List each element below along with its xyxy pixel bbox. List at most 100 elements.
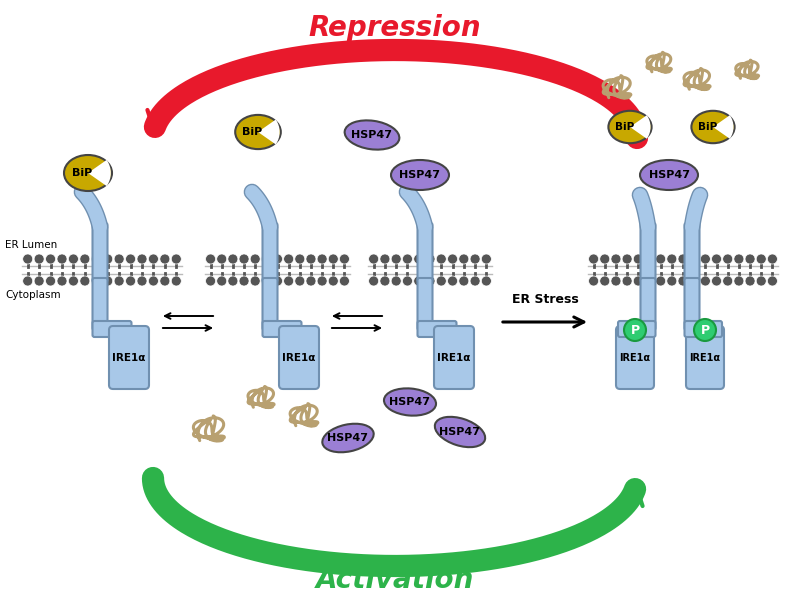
Circle shape (667, 276, 677, 286)
Circle shape (228, 276, 238, 286)
FancyBboxPatch shape (641, 223, 655, 282)
FancyBboxPatch shape (434, 326, 474, 389)
FancyBboxPatch shape (418, 223, 433, 282)
Circle shape (328, 276, 338, 286)
FancyBboxPatch shape (93, 321, 131, 337)
Circle shape (80, 254, 90, 264)
Circle shape (700, 276, 710, 286)
Circle shape (206, 276, 215, 286)
Wedge shape (88, 160, 110, 186)
Text: BiP: BiP (72, 168, 92, 178)
Circle shape (756, 276, 766, 286)
FancyBboxPatch shape (641, 278, 655, 330)
Circle shape (295, 276, 305, 286)
Text: HSP47: HSP47 (439, 427, 481, 437)
Text: BiP: BiP (698, 122, 718, 132)
Circle shape (114, 276, 124, 286)
Circle shape (447, 276, 458, 286)
Circle shape (34, 254, 44, 264)
Circle shape (369, 276, 378, 286)
Bar (368, 264, 492, 276)
Circle shape (694, 319, 716, 341)
Circle shape (767, 276, 778, 286)
Circle shape (171, 254, 182, 264)
Circle shape (624, 319, 646, 341)
Circle shape (239, 254, 249, 264)
Wedge shape (630, 115, 650, 139)
Text: IRE1α: IRE1α (690, 353, 721, 363)
Circle shape (46, 254, 55, 264)
Text: IRE1α: IRE1α (619, 353, 650, 363)
Circle shape (667, 254, 677, 264)
Circle shape (262, 276, 271, 286)
Circle shape (634, 276, 643, 286)
Circle shape (402, 276, 413, 286)
Circle shape (402, 254, 413, 264)
Circle shape (57, 254, 67, 264)
Wedge shape (713, 115, 734, 139)
FancyBboxPatch shape (262, 321, 302, 337)
Bar (22, 264, 182, 276)
FancyBboxPatch shape (262, 278, 278, 330)
Text: IRE1α: IRE1α (438, 353, 470, 363)
Circle shape (722, 254, 733, 264)
Circle shape (689, 276, 699, 286)
Circle shape (767, 254, 778, 264)
Text: Cytoplasm: Cytoplasm (5, 290, 61, 300)
Circle shape (645, 276, 654, 286)
Circle shape (160, 276, 170, 286)
Circle shape (102, 276, 113, 286)
Circle shape (306, 254, 316, 264)
Wedge shape (258, 119, 280, 145)
Text: HSP47: HSP47 (327, 433, 369, 443)
FancyBboxPatch shape (616, 326, 654, 389)
Circle shape (273, 276, 282, 286)
Circle shape (171, 276, 182, 286)
FancyBboxPatch shape (618, 321, 655, 337)
Circle shape (328, 254, 338, 264)
Circle shape (380, 254, 390, 264)
Circle shape (745, 254, 755, 264)
Circle shape (622, 254, 632, 264)
Ellipse shape (235, 115, 281, 149)
Text: IRE1α: IRE1α (282, 353, 316, 363)
Circle shape (622, 276, 632, 286)
FancyBboxPatch shape (93, 223, 107, 282)
Circle shape (745, 276, 755, 286)
Text: HSP47: HSP47 (649, 170, 690, 180)
Ellipse shape (64, 155, 112, 191)
Bar (285, 323, 295, 337)
Circle shape (149, 276, 158, 286)
Circle shape (317, 276, 327, 286)
Bar (205, 264, 350, 276)
FancyBboxPatch shape (279, 326, 319, 389)
FancyBboxPatch shape (685, 278, 699, 330)
Circle shape (284, 276, 294, 286)
FancyBboxPatch shape (93, 278, 107, 330)
Circle shape (91, 276, 102, 286)
Circle shape (284, 254, 294, 264)
Circle shape (436, 254, 446, 264)
FancyBboxPatch shape (685, 321, 722, 337)
Circle shape (470, 276, 480, 286)
Circle shape (734, 276, 744, 286)
Text: P: P (701, 323, 710, 337)
Circle shape (126, 254, 135, 264)
Circle shape (22, 254, 33, 264)
Text: Activation: Activation (316, 566, 474, 594)
Circle shape (228, 254, 238, 264)
Ellipse shape (640, 160, 698, 190)
FancyBboxPatch shape (262, 223, 278, 282)
Circle shape (306, 276, 316, 286)
Circle shape (137, 276, 147, 286)
Text: ER Stress: ER Stress (512, 293, 578, 306)
Circle shape (339, 254, 350, 264)
Circle shape (414, 276, 424, 286)
Circle shape (217, 254, 226, 264)
Circle shape (339, 276, 350, 286)
Circle shape (262, 254, 271, 264)
Circle shape (160, 254, 170, 264)
Circle shape (102, 254, 113, 264)
Text: IRE1α: IRE1α (112, 353, 146, 363)
Circle shape (317, 254, 327, 264)
